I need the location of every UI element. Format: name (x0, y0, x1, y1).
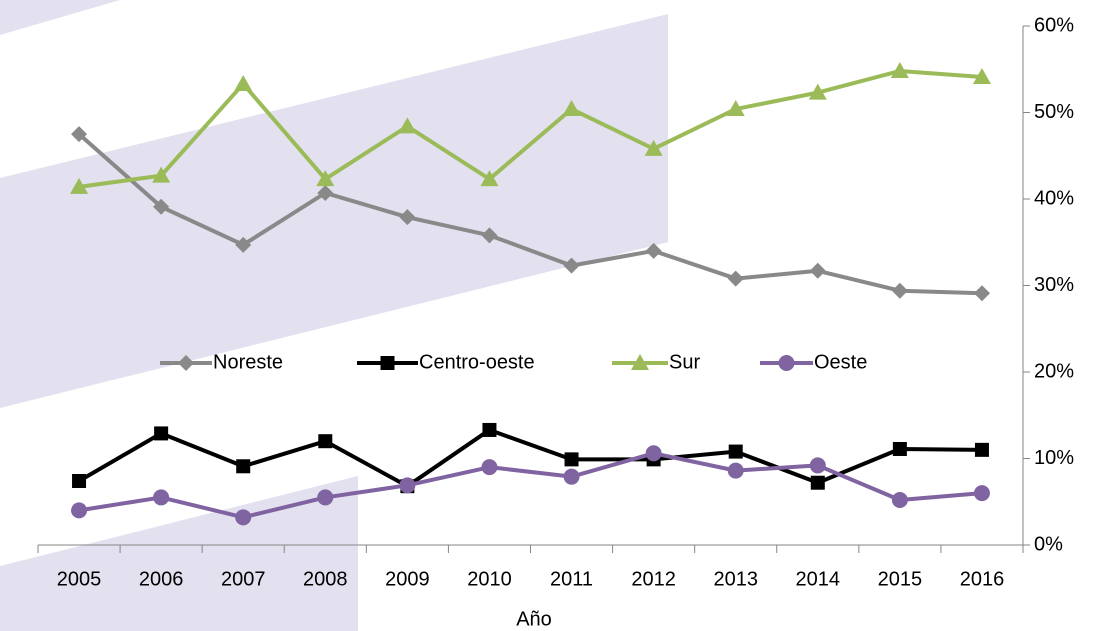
marker (318, 434, 333, 449)
legend-marker (380, 356, 395, 370)
x-tick-label: 2010 (467, 568, 512, 590)
marker (563, 257, 580, 274)
background-shape (0, 14, 668, 408)
legend-marker (178, 355, 194, 371)
marker (562, 100, 581, 117)
marker (809, 262, 826, 279)
background-shape (0, 476, 358, 631)
marker (809, 457, 826, 474)
x-tick-label: 2005 (57, 568, 102, 590)
marker (70, 177, 89, 194)
marker (153, 489, 170, 506)
marker (71, 502, 88, 519)
marker (482, 422, 497, 437)
legend-label: Oeste (814, 351, 867, 373)
marker (72, 473, 87, 488)
x-tick-label: 2011 (550, 568, 593, 590)
marker (810, 475, 825, 490)
y-tick-label: 20% (1034, 360, 1074, 382)
marker (645, 445, 662, 462)
legend-marker (778, 355, 795, 371)
x-tick-label: 2016 (960, 568, 1005, 590)
y-tick-label: 40% (1034, 187, 1074, 209)
marker (808, 83, 827, 100)
y-tick-label: 50% (1034, 101, 1074, 123)
marker (644, 139, 663, 156)
x-tick-label: 2007 (221, 568, 266, 590)
x-tick-label: 2006 (139, 568, 184, 590)
x-axis-label: Año (516, 608, 552, 630)
y-tick-label: 60% (1034, 14, 1074, 36)
legend-label: Noreste (213, 351, 283, 373)
marker (972, 68, 991, 85)
y-tick-label: 0% (1034, 533, 1063, 555)
marker (973, 485, 990, 502)
marker (399, 477, 416, 494)
marker (891, 282, 908, 299)
series-line (78, 68, 983, 189)
marker (399, 209, 416, 226)
legend-label: Sur (669, 351, 700, 373)
legend-label: Centro-oeste (419, 351, 535, 373)
marker (152, 166, 171, 183)
marker (974, 442, 989, 457)
series-line (78, 427, 982, 489)
series-line (77, 132, 983, 296)
marker (726, 100, 745, 117)
marker (645, 242, 662, 259)
legend-marker (631, 354, 649, 370)
marker (891, 492, 908, 509)
marker (481, 459, 498, 476)
x-tick-label: 2008 (303, 568, 348, 590)
marker (235, 236, 252, 253)
marker (235, 509, 252, 526)
marker (727, 270, 744, 287)
marker (892, 441, 907, 456)
marker (563, 468, 580, 485)
marker (973, 285, 990, 302)
x-tick-label: 2012 (631, 568, 676, 590)
marker (890, 61, 909, 78)
background-shape (0, 0, 120, 35)
marker (480, 170, 499, 187)
marker (727, 462, 744, 479)
x-tick-label: 2014 (796, 568, 841, 590)
marker (317, 184, 334, 201)
marker (234, 74, 253, 91)
marker (728, 444, 743, 459)
marker (153, 198, 170, 215)
marker (154, 426, 169, 441)
y-tick-label: 10% (1034, 447, 1074, 469)
marker (236, 459, 251, 474)
x-tick-label: 2015 (878, 568, 923, 590)
series-line (78, 451, 983, 520)
marker (564, 452, 579, 467)
marker (71, 126, 88, 143)
x-tick-label: 2013 (713, 568, 758, 590)
marker (481, 227, 498, 244)
x-tick-label: 2009 (385, 568, 430, 590)
marker (398, 117, 417, 134)
marker (317, 489, 334, 506)
y-tick-label: 30% (1034, 274, 1074, 296)
marker (316, 170, 335, 187)
